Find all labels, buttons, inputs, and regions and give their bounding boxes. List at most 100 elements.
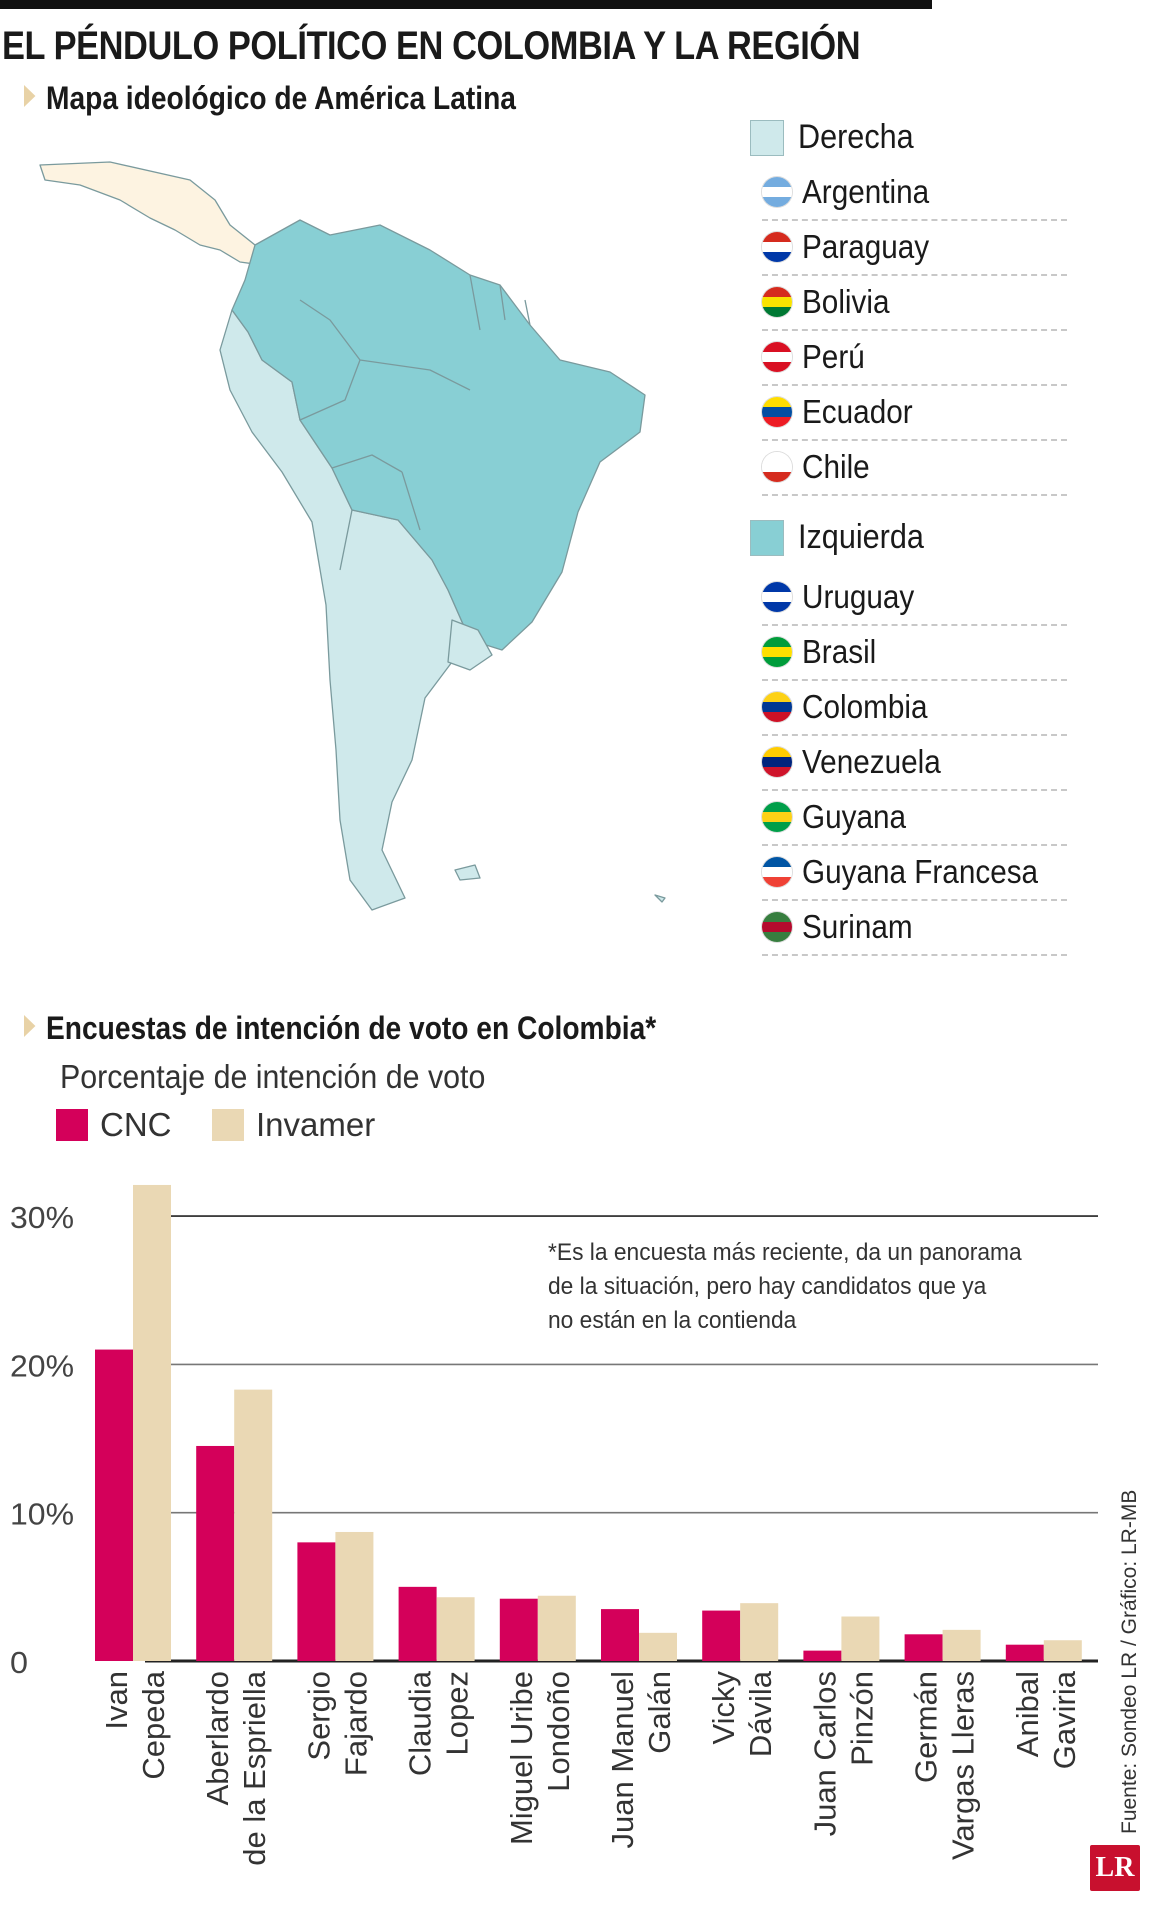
legend-country: Paraguay xyxy=(762,220,1067,276)
x-tick-label: Aberlardo xyxy=(200,1671,235,1805)
legend-derecha: Derecha xyxy=(750,118,927,157)
note-line: de la situación, pero hay candidatos que… xyxy=(548,1273,987,1300)
y-tick-label: 20% xyxy=(10,1348,74,1383)
bar-cnc xyxy=(904,1634,943,1661)
bar-invamer xyxy=(234,1389,273,1661)
legend-country: Guyana xyxy=(762,790,1067,846)
central-america xyxy=(39,161,263,266)
y-tick-label: 10% xyxy=(10,1497,74,1532)
legend-country: Uruguay xyxy=(762,570,1067,626)
triangle-icon xyxy=(24,1015,36,1037)
bar-invamer xyxy=(639,1632,677,1661)
flag-icon xyxy=(762,287,792,317)
triangle-icon xyxy=(24,85,36,107)
bar-invamer xyxy=(436,1597,475,1661)
legend-country: Guyana Francesa xyxy=(762,845,1067,901)
bar-cnc xyxy=(601,1609,639,1661)
x-tick-label: Miguel Uribe xyxy=(504,1671,539,1845)
legend-country: Perú xyxy=(762,330,1067,386)
legend-invamer: Invamer xyxy=(212,1106,375,1144)
bar-invamer xyxy=(537,1595,576,1661)
x-tick-label: Pinzón xyxy=(844,1671,879,1766)
x-tick-label: Sergio xyxy=(301,1671,336,1761)
flag-icon xyxy=(762,397,792,427)
legend-country: Argentina xyxy=(762,165,1067,221)
legend-derecha-label: Derecha xyxy=(798,118,914,156)
chart-heading-text: Encuestas de intención de voto en Colomb… xyxy=(46,1010,657,1046)
country-name: Paraguay xyxy=(802,228,930,265)
x-tick-label: Dávila xyxy=(743,1670,778,1757)
flag-icon xyxy=(762,857,792,887)
x-tick-label: Galán xyxy=(642,1671,677,1754)
bar-invamer xyxy=(1043,1640,1082,1661)
map-heading: Mapa ideológico de América Latina xyxy=(24,80,516,117)
country-name: Bolivia xyxy=(802,283,890,320)
country-name: Perú xyxy=(802,338,865,375)
latin-america-map xyxy=(39,161,666,911)
bar-invamer xyxy=(942,1629,981,1661)
legend-cnc-label: CNC xyxy=(100,1106,172,1143)
cnc-swatch xyxy=(56,1109,88,1141)
x-tick-label: Lopez xyxy=(440,1671,475,1755)
bar-cnc xyxy=(803,1650,842,1661)
legend-country: Colombia xyxy=(762,680,1067,736)
x-tick-label: Juan Manuel xyxy=(605,1671,640,1849)
legend-country: Bolivia xyxy=(762,275,1067,331)
map-heading-text: Mapa ideológico de América Latina xyxy=(46,80,516,116)
y-tick-label: 0 xyxy=(10,1645,28,1680)
legend-country: Chile xyxy=(762,440,1067,496)
bar-cnc xyxy=(499,1598,538,1661)
legend-country: Venezuela xyxy=(762,735,1067,791)
note-line: *Es la encuesta más reciente, da un pano… xyxy=(548,1239,1022,1266)
flag-icon xyxy=(762,692,792,722)
country-name: Surinam xyxy=(802,908,913,945)
flag-icon xyxy=(762,802,792,832)
x-tick-label: Germán xyxy=(909,1671,944,1783)
chart-subtitle: Porcentaje de intención de voto xyxy=(60,1058,486,1095)
legend-cnc: CNC xyxy=(56,1106,172,1144)
y-tick-label: 30% xyxy=(10,1200,74,1235)
country-name: Colombia xyxy=(802,688,928,725)
note-line: no están en la contienda xyxy=(548,1307,797,1334)
flag-icon xyxy=(762,637,792,667)
flag-icon xyxy=(762,342,792,372)
country-name: Guyana Francesa xyxy=(802,853,1039,890)
legend-country: Brasil xyxy=(762,625,1067,681)
legend-country: Surinam xyxy=(762,900,1067,956)
legend-izquierda: Izquierda xyxy=(750,518,938,557)
x-tick-label: Anibal xyxy=(1010,1671,1045,1757)
legend-country: Ecuador xyxy=(762,385,1067,441)
bar-cnc xyxy=(398,1586,437,1661)
flag-icon xyxy=(762,582,792,612)
country-name: Chile xyxy=(802,448,870,485)
page-title: EL PÉNDULO POLÍTICO EN COLOMBIA Y LA REG… xyxy=(2,24,861,68)
izquierda-swatch xyxy=(750,519,784,556)
invamer-swatch xyxy=(212,1109,244,1141)
legend-invamer-label: Invamer xyxy=(256,1106,376,1143)
uruguay-shape xyxy=(447,619,493,671)
country-name: Ecuador xyxy=(802,393,913,430)
x-tick-label: Gaviria xyxy=(1047,1670,1082,1769)
x-tick-label: Ivan xyxy=(99,1671,134,1730)
bar-cnc xyxy=(95,1349,133,1661)
x-tick-label: Claudia xyxy=(403,1670,438,1776)
country-name: Brasil xyxy=(802,633,877,670)
islands xyxy=(454,864,666,903)
bar-invamer xyxy=(740,1603,779,1661)
bar-cnc xyxy=(196,1445,235,1661)
bar-chart: 0 10% 20% 30% Ivan Cepeda Aberlardo de la Espri… xyxy=(10,1184,1098,1866)
top-rule xyxy=(0,0,932,9)
legend-izquierda-label: Izquierda xyxy=(798,518,924,556)
flag-icon xyxy=(762,747,792,777)
x-tick-label: Cepeda xyxy=(136,1670,171,1779)
bar-cnc xyxy=(1005,1644,1044,1661)
country-name: Venezuela xyxy=(802,743,941,780)
lr-logo: LR xyxy=(1090,1845,1140,1891)
chart-heading: Encuestas de intención de voto en Colomb… xyxy=(24,1010,656,1047)
country-name: Argentina xyxy=(802,173,930,210)
source-credit: Fuente: Sondeo LR / Gráfico: LR-MB xyxy=(1118,1489,1141,1834)
x-tick-label: Juan Carlos xyxy=(807,1671,842,1836)
x-tick-label: Vargas Lleras xyxy=(946,1671,981,1860)
flag-icon xyxy=(762,912,792,942)
bar-invamer xyxy=(335,1531,374,1661)
